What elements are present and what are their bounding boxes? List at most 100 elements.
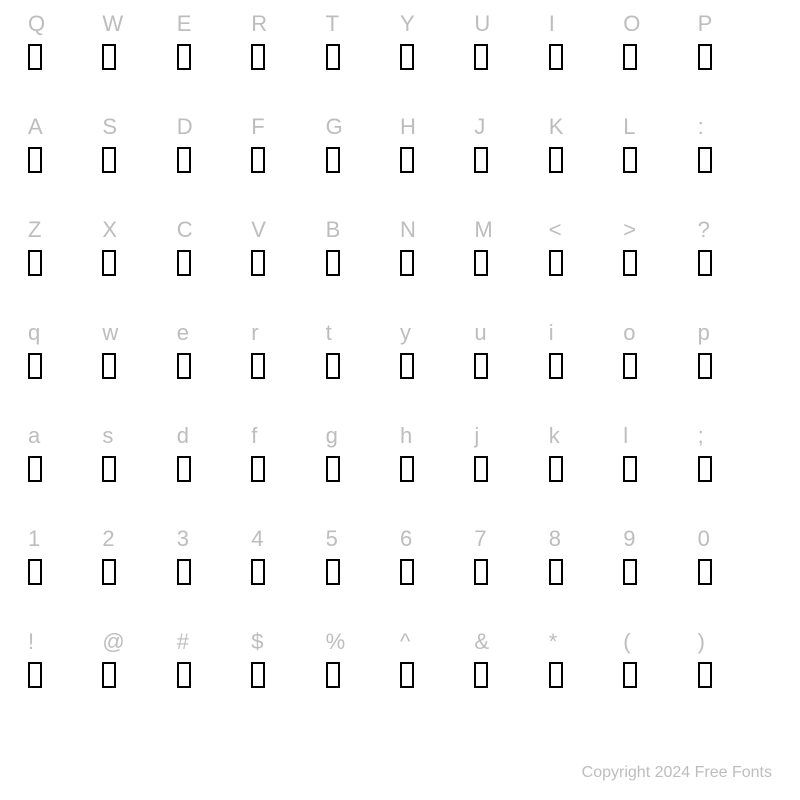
char-cell: h [400,420,474,523]
glyph-placeholder [400,456,414,482]
glyph-placeholder [400,44,414,70]
char-cell: p [698,317,772,420]
glyph-placeholder [177,147,191,173]
glyph-placeholder [177,353,191,379]
glyph-placeholder [400,559,414,585]
char-cell: ; [698,420,772,523]
glyph-placeholder [549,250,563,276]
char-label: H [400,111,416,145]
glyph-placeholder [251,662,265,688]
char-cell: 9 [623,523,697,626]
char-label: d [177,420,189,454]
glyph-placeholder [326,250,340,276]
char-cell: a [28,420,102,523]
glyph-placeholder [400,353,414,379]
glyph-placeholder [623,353,637,379]
char-cell: O [623,8,697,111]
char-cell: s [102,420,176,523]
char-label: Y [400,8,415,42]
char-cell: ) [698,626,772,729]
glyph-placeholder [400,662,414,688]
char-cell: y [400,317,474,420]
char-cell: f [251,420,325,523]
char-label: $ [251,626,263,660]
char-cell: R [251,8,325,111]
char-label: U [474,8,490,42]
char-label: @ [102,626,124,660]
glyph-placeholder [326,353,340,379]
char-label: l [623,420,628,454]
glyph-placeholder [28,250,42,276]
char-label: h [400,420,412,454]
char-label: w [102,317,118,351]
char-label: J [474,111,485,145]
glyph-placeholder [177,662,191,688]
glyph-placeholder [326,456,340,482]
glyph-placeholder [474,44,488,70]
glyph-placeholder [326,147,340,173]
char-label: E [177,8,192,42]
char-label: B [326,214,341,248]
glyph-placeholder [251,353,265,379]
char-cell: ^ [400,626,474,729]
char-label: K [549,111,564,145]
char-label: F [251,111,264,145]
char-label: 0 [698,523,710,557]
glyph-placeholder [177,559,191,585]
char-label: % [326,626,346,660]
char-label: ! [28,626,34,660]
char-label: ) [698,626,705,660]
char-label: R [251,8,267,42]
glyph-placeholder [251,147,265,173]
glyph-placeholder [698,250,712,276]
char-cell: ! [28,626,102,729]
glyph-placeholder [326,662,340,688]
char-label: y [400,317,411,351]
char-label: 5 [326,523,338,557]
char-cell: T [326,8,400,111]
glyph-placeholder [698,559,712,585]
glyph-placeholder [549,147,563,173]
char-label: ; [698,420,704,454]
char-cell: 8 [549,523,623,626]
char-cell: # [177,626,251,729]
char-cell: 3 [177,523,251,626]
char-cell: B [326,214,400,317]
char-label: 2 [102,523,114,557]
glyph-placeholder [474,353,488,379]
char-label: M [474,214,492,248]
glyph-placeholder [326,44,340,70]
char-cell: k [549,420,623,523]
char-cell: q [28,317,102,420]
glyph-placeholder [623,44,637,70]
char-label: f [251,420,257,454]
glyph-placeholder [698,353,712,379]
char-cell: 4 [251,523,325,626]
char-cell: & [474,626,548,729]
char-cell: l [623,420,697,523]
char-label: 1 [28,523,40,557]
char-cell: w [102,317,176,420]
char-cell: j [474,420,548,523]
glyph-placeholder [251,456,265,482]
char-label: t [326,317,332,351]
char-cell: < [549,214,623,317]
char-cell: N [400,214,474,317]
char-label: j [474,420,479,454]
glyph-placeholder [251,44,265,70]
char-label: D [177,111,193,145]
glyph-placeholder [102,456,116,482]
char-cell: A [28,111,102,214]
char-cell: o [623,317,697,420]
char-cell: L [623,111,697,214]
char-label: : [698,111,704,145]
glyph-placeholder [623,662,637,688]
glyph-placeholder [474,456,488,482]
glyph-placeholder [326,559,340,585]
glyph-placeholder [28,147,42,173]
char-cell: Z [28,214,102,317]
char-cell: V [251,214,325,317]
glyph-placeholder [102,250,116,276]
copyright-text: Copyright 2024 Free Fonts [582,764,772,782]
glyph-placeholder [698,147,712,173]
